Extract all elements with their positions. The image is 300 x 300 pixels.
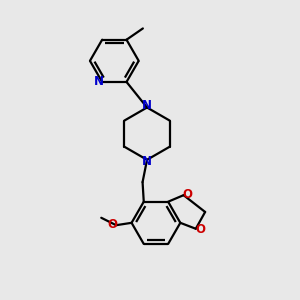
Text: N: N <box>142 99 152 112</box>
Text: O: O <box>107 218 117 231</box>
Text: O: O <box>183 188 193 201</box>
Text: N: N <box>94 75 103 88</box>
Text: N: N <box>142 155 152 168</box>
Text: O: O <box>195 223 205 236</box>
